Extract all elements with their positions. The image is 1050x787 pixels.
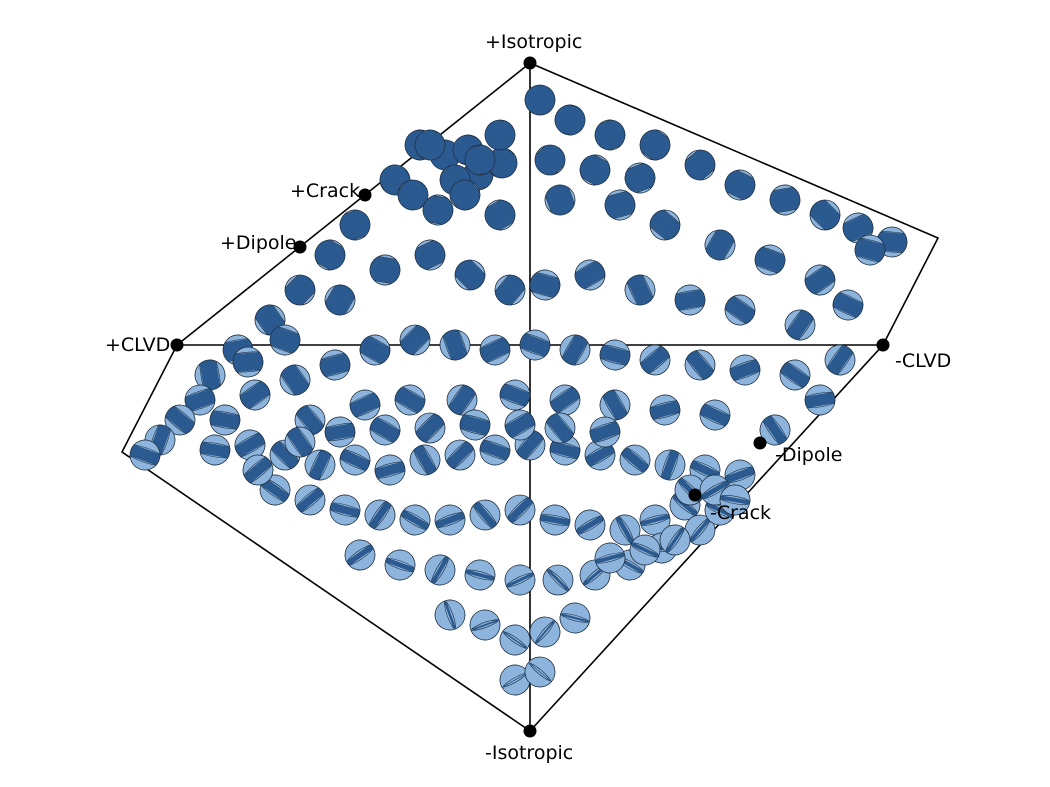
vertex-marker bbox=[877, 339, 890, 352]
vertex-label: +Dipole bbox=[220, 232, 296, 254]
vertex-label: -Dipole bbox=[775, 444, 842, 466]
vertex-marker bbox=[524, 57, 537, 70]
vertex-marker bbox=[524, 725, 537, 738]
vertex-marker bbox=[689, 489, 702, 502]
vertex-label: +Isotropic bbox=[485, 31, 582, 53]
vertex-label: -Isotropic bbox=[485, 742, 573, 764]
vertex-label: -CLVD bbox=[895, 350, 951, 372]
vertex-marker bbox=[754, 437, 767, 450]
source-type-diagram: +Isotropic -Isotropic +CLVD -CLVD +Crack +Dip… bbox=[0, 0, 1050, 787]
vertex-label: -Crack bbox=[710, 502, 771, 524]
vertex-marker bbox=[359, 189, 372, 202]
vertex-marker bbox=[171, 339, 184, 352]
vertex-label: +CLVD bbox=[105, 334, 170, 356]
vertex-label: +Crack bbox=[290, 180, 360, 202]
